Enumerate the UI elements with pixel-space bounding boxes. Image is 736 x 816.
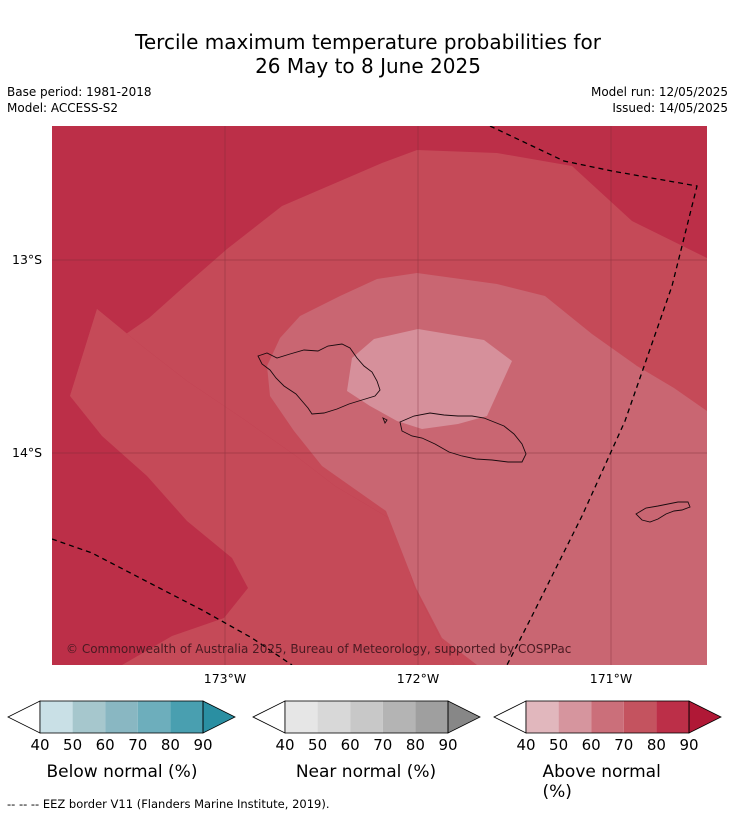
- near-colorbar-tick-label: 70: [373, 736, 392, 754]
- below-colorbar-low-extend: [7, 700, 41, 734]
- meta-left: Base period: 1981-2018 Model: ACCESS-S2: [7, 84, 152, 116]
- near-colorbar-high-extend: [447, 700, 481, 734]
- lat-label-14s: 14°S: [12, 445, 43, 460]
- eez-border: [52, 126, 698, 665]
- above-colorbar-frame: [525, 700, 690, 734]
- model-name: Model: ACCESS-S2: [7, 101, 119, 115]
- above-colorbar-bin: [558, 701, 592, 733]
- near-colorbar-tick-label: 50: [308, 736, 327, 754]
- above-colorbar-tick-label: 80: [647, 736, 666, 754]
- below-colorbar-tick-label: 80: [161, 736, 180, 754]
- savaii-island: [257, 343, 381, 415]
- lon-label-172w: 172°W: [396, 671, 440, 686]
- below-colorbar-bin: [137, 701, 171, 733]
- below-colorbar-tick-label: 60: [96, 736, 115, 754]
- title-line-1: Tercile maximum temperature probabilitie…: [135, 30, 601, 54]
- model-run: Model run: 12/05/2025: [590, 85, 728, 99]
- upolu-island: [399, 412, 527, 463]
- title-line-2: 26 May to 8 June 2025: [255, 54, 481, 78]
- below-colorbar: 40 50 60 70 80 90: [7, 700, 236, 754]
- above-colorbar-low-extend: [493, 700, 527, 734]
- small-islet: [382, 417, 388, 424]
- above-colorbar-tick-label: 40: [516, 736, 535, 754]
- below-colorbar-bin: [40, 701, 73, 733]
- above-colorbar-tick-label: 90: [679, 736, 698, 754]
- near-colorbar-tick-label: 40: [275, 736, 294, 754]
- below-colorbar-tick-label: 90: [193, 736, 212, 754]
- near-colorbar: 40 50 60 70 80 90: [252, 700, 481, 754]
- above-colorbar-tick-label: 60: [582, 736, 601, 754]
- above-colorbar-bin: [591, 701, 624, 733]
- near-colorbar-bin: [285, 701, 318, 733]
- below-colorbar-tick-label: 50: [63, 736, 82, 754]
- below-colorbar-tick-label: 40: [30, 736, 49, 754]
- below-colorbar-bin: [72, 701, 106, 733]
- near-colorbar-tick-label: 90: [438, 736, 457, 754]
- above-colorbar-tick-label: 50: [549, 736, 568, 754]
- above-colorbar-tick-label: 70: [614, 736, 633, 754]
- near-colorbar-frame: [284, 700, 449, 734]
- graticule: [52, 126, 707, 665]
- below-colorbar-bin: [105, 701, 138, 733]
- near-colorbar-low-extend: [252, 700, 286, 734]
- copyright-notice: © Commonwealth of Australia 2025, Bureau…: [66, 642, 571, 656]
- lon-label-171w: 171°W: [589, 671, 633, 686]
- eez-footnote: -- -- -- EEZ border V11 (Flanders Marine…: [7, 797, 330, 811]
- contour-50-60: [347, 329, 512, 429]
- below-colorbar-high-extend: [202, 700, 236, 734]
- samoa-islands: [257, 343, 691, 523]
- near-colorbar-bin: [350, 701, 383, 733]
- above-colorbar-high-extend: [688, 700, 722, 734]
- issued-date: Issued: 14/05/2025: [612, 101, 728, 115]
- near-colorbar-tick-label: 60: [341, 736, 360, 754]
- below-colorbar-bin: [170, 701, 203, 733]
- colorbars: 40 50 60 70 80 90 40 50 60 70 80 90 40 50 60 70 80 90: [7, 700, 722, 754]
- near-colorbar-bin: [382, 701, 416, 733]
- above-colorbar-bin: [656, 701, 689, 733]
- tutuila-island: [635, 501, 691, 523]
- below-normal-title: Below normal (%): [46, 762, 198, 782]
- below-colorbar-frame: [39, 700, 204, 734]
- below-colorbar-tick-label: 70: [128, 736, 147, 754]
- near-normal-title: Near normal (%): [295, 762, 437, 782]
- above-colorbar-bin: [623, 701, 657, 733]
- above-colorbar: 40 50 60 70 80 90: [493, 700, 722, 754]
- near-colorbar-tick-label: 80: [406, 736, 425, 754]
- chart-title: Tercile maximum temperature probabilitie…: [0, 30, 736, 78]
- above-normal-title: Above normal (%): [542, 762, 661, 802]
- probability-map: © Commonwealth of Australia 2025, Bureau…: [52, 126, 707, 665]
- lon-label-173w: 173°W: [203, 671, 247, 686]
- near-colorbar-bin: [317, 701, 351, 733]
- meta-right: Model run: 12/05/2025 Issued: 14/05/2025: [591, 84, 728, 116]
- base-period: Base period: 1981-2018: [7, 85, 152, 99]
- above-colorbar-bin: [526, 701, 559, 733]
- lat-label-13s: 13°S: [12, 252, 43, 267]
- near-colorbar-bin: [415, 701, 448, 733]
- contour-70-80-lower: [70, 309, 454, 665]
